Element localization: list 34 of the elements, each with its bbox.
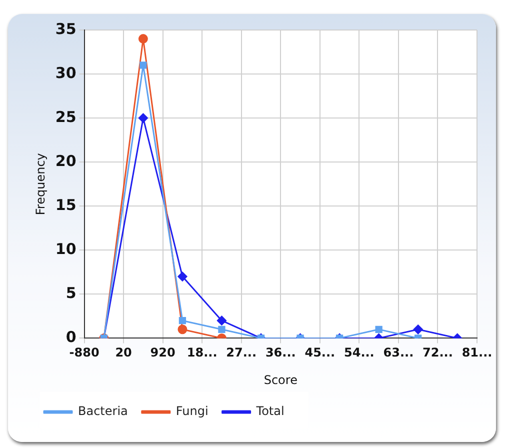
y-tick-label: 15	[55, 196, 76, 214]
point	[178, 317, 186, 324]
legend-label: Bacteria	[78, 404, 128, 418]
y-tick-label: 35	[55, 20, 76, 38]
x-tick-label: -880	[69, 346, 100, 360]
x-tick-label: 63...	[383, 346, 414, 360]
x-tick-label: 45...	[304, 346, 336, 360]
point	[178, 324, 188, 334]
x-tick-label: 36...	[265, 346, 296, 360]
x-tick-label: 54...	[344, 346, 374, 360]
point	[178, 272, 188, 282]
point	[375, 326, 382, 333]
y-tick-label: 25	[55, 108, 76, 126]
x-tick-label: 81...	[462, 346, 492, 360]
legend-label: Total	[255, 404, 284, 418]
x-tick-label: 18...	[186, 346, 218, 360]
x-tick-label: 27...	[226, 346, 257, 360]
y-tick-label: 0	[66, 328, 76, 346]
point	[138, 113, 148, 123]
point	[218, 326, 226, 333]
x-tick-label: 920	[150, 346, 176, 360]
point	[216, 316, 226, 326]
legend-label: Fungi	[176, 404, 208, 418]
x-tick-label: 72...	[422, 346, 453, 360]
y-tick-label: 5	[66, 284, 76, 302]
y-tick-label: 30	[55, 64, 76, 82]
point	[138, 34, 148, 44]
x-axis-title: Score	[264, 372, 298, 387]
x-tick-label: 20	[115, 346, 132, 360]
y-tick-label: 20	[55, 152, 76, 170]
point	[140, 62, 147, 69]
y-tick-label: 10	[55, 240, 76, 258]
point	[413, 324, 423, 334]
y-axis-title: Frequency	[33, 153, 48, 216]
